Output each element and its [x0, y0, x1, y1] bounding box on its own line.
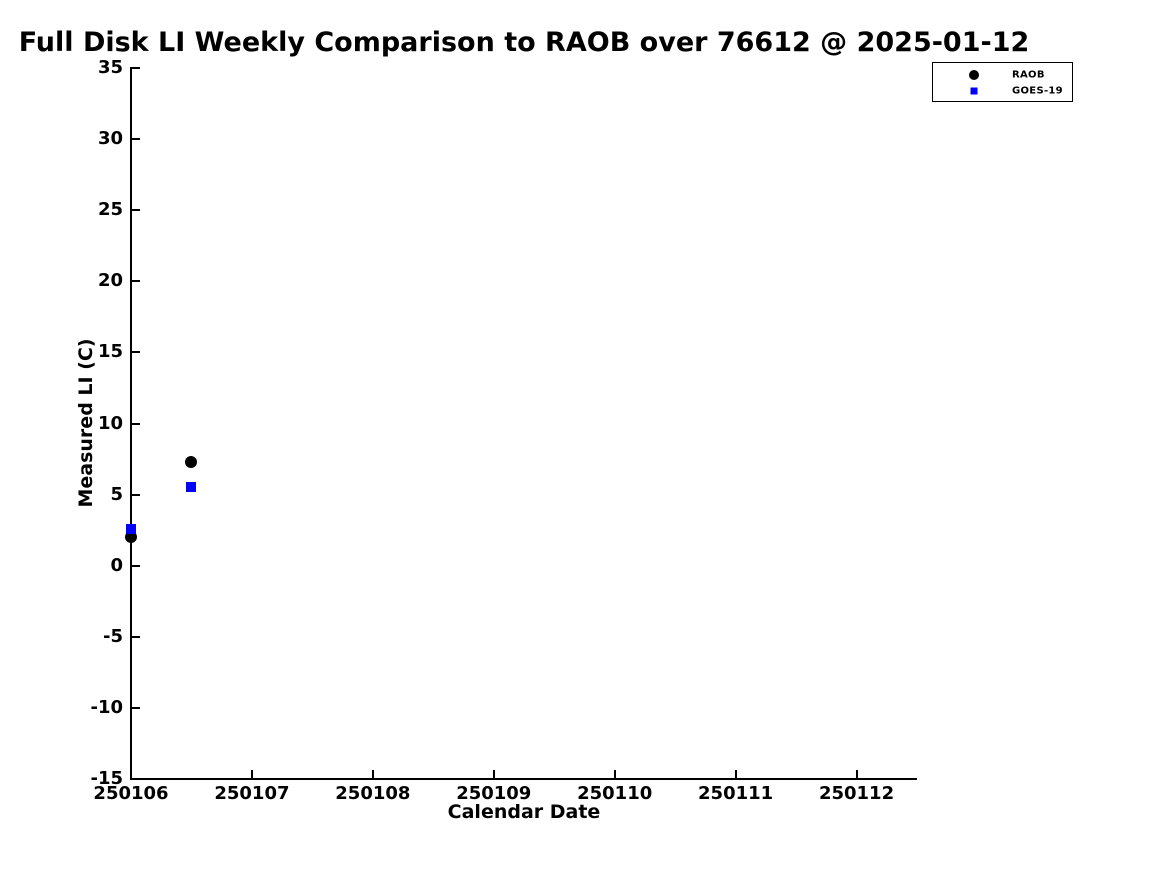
legend-label-raob: RAOB	[1012, 69, 1045, 81]
x-tick	[250, 770, 253, 778]
goes19-square-marker-icon	[970, 87, 978, 95]
y-tick	[132, 635, 140, 638]
y-tick-label: 10	[97, 412, 123, 434]
x-tick-label: 250108	[335, 783, 411, 804]
x-tick	[371, 770, 374, 778]
legend: RAOB GOES-19	[932, 62, 1073, 102]
y-axis-spine	[130, 67, 132, 780]
y-tick	[132, 280, 140, 283]
legend-entry-goes19: GOES-19	[933, 83, 1072, 99]
y-tick	[132, 351, 140, 354]
y-tick	[132, 493, 140, 496]
x-axis-label: Calendar Date	[447, 801, 601, 823]
x-tick	[492, 770, 495, 778]
y-tick	[132, 422, 140, 425]
legend-entry-raob: RAOB	[933, 67, 1072, 83]
y-tick-label: -10	[90, 696, 123, 718]
x-tick-label: 250110	[577, 783, 653, 804]
y-tick-label: -5	[103, 625, 123, 647]
x-tick-label: 250106	[93, 783, 169, 804]
y-tick-label: 5	[110, 483, 123, 505]
x-tick-label: 250107	[214, 783, 290, 804]
raob-circle-marker-icon	[969, 70, 979, 80]
y-tick-label: 15	[97, 341, 123, 363]
y-tick-label: 20	[97, 270, 123, 292]
data-point-raob	[185, 455, 198, 468]
x-tick	[130, 770, 132, 778]
y-tick	[132, 138, 140, 141]
y-tick	[132, 209, 140, 212]
x-tick-label: 250109	[456, 783, 532, 804]
y-tick	[132, 67, 140, 69]
data-point-raob	[125, 531, 137, 544]
x-axis-spine	[130, 778, 917, 780]
data-point-goes-19	[126, 523, 136, 534]
y-tick-label: 30	[97, 128, 123, 150]
chart-title: Full Disk LI Weekly Comparison to RAOB o…	[18, 27, 1030, 58]
y-tick-label: -15	[90, 768, 123, 789]
x-tick	[613, 770, 616, 778]
legend-label-goes19: GOES-19	[1012, 85, 1063, 97]
data-point-goes-19	[186, 482, 197, 493]
x-tick	[855, 770, 858, 778]
y-tick	[132, 778, 140, 780]
y-tick-label: 35	[97, 57, 123, 78]
y-tick	[132, 564, 140, 567]
y-tick-label: 0	[110, 554, 123, 576]
y-tick-label: 25	[97, 199, 123, 221]
y-tick	[132, 706, 140, 709]
x-tick-label: 250112	[818, 783, 895, 804]
x-tick	[734, 770, 737, 778]
x-tick-label: 250111	[698, 783, 774, 804]
